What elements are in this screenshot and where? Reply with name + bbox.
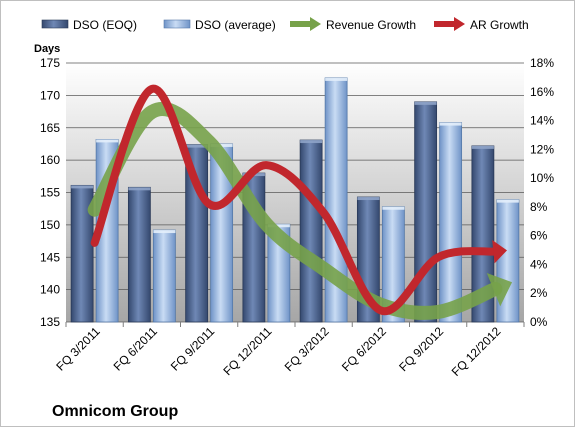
- y2-tick-label: 18%: [530, 56, 554, 70]
- x-axis-ticks: FQ 3/2011 FQ 6/2011 FQ 9/2011 FQ 12/2011 FQ …: [53, 324, 503, 379]
- x-tick-label: FQ 6/2011: [111, 324, 161, 374]
- x-tick-label: FQ 9/2012: [396, 324, 446, 374]
- y-axis-title: Days: [34, 43, 60, 55]
- legend-label-dso-average: DSO (average): [195, 18, 276, 32]
- line-revenue-growth: [87, 102, 503, 320]
- legend-arrowhead-ar-growth: [454, 17, 465, 31]
- y2-tick-label: 10%: [530, 171, 554, 185]
- line-ar-growth: [90, 84, 500, 316]
- right-axis-ticks: 0% 2% 4% 6% 8% 10% 12% 14% 16% 18%: [530, 56, 554, 329]
- y-tick-label: 170: [40, 88, 60, 102]
- y-tick-label: 155: [40, 186, 60, 200]
- y-tick-label: 135: [40, 315, 60, 329]
- y-tick-label: 145: [40, 250, 60, 264]
- legend-label-ar-growth: AR Growth: [470, 18, 529, 32]
- bar-dso-eoq-cap: [71, 185, 94, 189]
- line-revenue-growth-arrowhead: [486, 272, 513, 307]
- x-tick-label: FQ 3/2011: [53, 324, 103, 374]
- y2-tick-label: 8%: [530, 200, 548, 214]
- legend-swatch-dso-eoq: [41, 19, 69, 29]
- left-axis-ticks: 135 140 145 150 155 160 165 170 175: [40, 56, 60, 329]
- y2-tick-label: 16%: [530, 85, 554, 99]
- bar-dso-average-cap: [382, 206, 405, 210]
- bar-dso-eoq-cap: [414, 101, 437, 105]
- y-tick-label: 150: [40, 218, 60, 232]
- y-tick-label: 175: [40, 56, 60, 70]
- legend-item-ar-growth: AR Growth: [434, 17, 529, 32]
- x-tick-label: FQ 12/2012: [449, 324, 504, 379]
- y2-tick-label: 2%: [530, 286, 548, 300]
- y-tick-label: 140: [40, 283, 60, 297]
- legend: DSO (EOQ) DSO (average) Revenue Growth A…: [41, 17, 529, 32]
- x-tick-label: FQ 6/2012: [339, 324, 389, 374]
- bar-dso-average-cap: [210, 143, 233, 147]
- y2-tick-label: 12%: [530, 142, 554, 156]
- bar-dso-eoq-cap: [471, 145, 494, 149]
- x-tick-label: FQ 3/2012: [282, 324, 332, 374]
- bar-dso-average-cap: [439, 122, 462, 126]
- y2-tick-label: 0%: [530, 315, 548, 329]
- y2-tick-label: 4%: [530, 257, 548, 271]
- y2-tick-label: 6%: [530, 229, 548, 243]
- legend-item-dso-eoq: DSO (EOQ): [41, 18, 137, 32]
- y2-tick-label: 14%: [530, 114, 554, 128]
- legend-arrowhead-revenue-growth: [310, 17, 321, 31]
- bar-dso-eoq: [299, 139, 323, 323]
- legend-label-dso-eoq: DSO (EOQ): [73, 18, 137, 32]
- bar-dso-eoq-cap: [128, 187, 151, 191]
- bar-dso-average-cap: [153, 230, 176, 234]
- y-tick-label: 165: [40, 121, 60, 135]
- bar-dso-eoq: [127, 186, 151, 323]
- bar-dso-average-cap: [496, 199, 519, 203]
- bar-dso-eoq-cap: [357, 197, 380, 201]
- bar-dso-average: [152, 229, 176, 323]
- legend-label-revenue-growth: Revenue Growth: [326, 18, 416, 32]
- x-tick-label: FQ 9/2011: [168, 324, 218, 374]
- bar-dso-average-cap: [325, 77, 348, 81]
- y-tick-label: 160: [40, 153, 60, 167]
- bar-dso-eoq: [414, 101, 438, 323]
- line-ar-growth-arrowhead: [492, 240, 508, 264]
- bar-dso-average: [439, 122, 463, 323]
- chart-title: Omnicom Group: [52, 403, 178, 420]
- legend-item-dso-average: DSO (average): [163, 18, 276, 32]
- bar-dso-average-cap: [96, 139, 119, 143]
- bar-dso-eoq-cap: [300, 140, 323, 144]
- growth-lines: [87, 84, 513, 320]
- legend-item-revenue-growth: Revenue Growth: [290, 17, 416, 32]
- bar-dso-eoq-cap: [185, 144, 208, 148]
- legend-swatch-dso-average: [163, 19, 191, 29]
- bar-dso-average-cap: [267, 224, 290, 228]
- x-tick-label: FQ 12/2011: [220, 324, 274, 378]
